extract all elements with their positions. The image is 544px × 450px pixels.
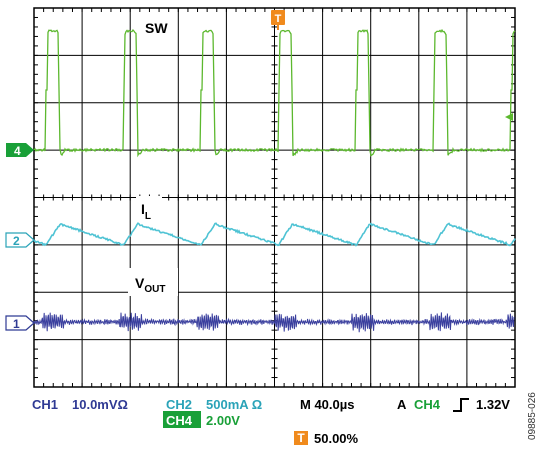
ch2-ground-marker[interactable]: 2 (5, 232, 35, 248)
timebase-readout: M 40.0µs (300, 397, 355, 412)
ch2-name: CH2 (166, 397, 193, 412)
ch4-name: CH4 (166, 413, 193, 428)
vout-label-bg (128, 268, 178, 296)
sw-trace-label: SW (145, 20, 168, 36)
ch4-ground-marker[interactable]: 4 (6, 143, 34, 158)
trigger-position-badge (294, 431, 308, 445)
trigger-position-badge-label: T (297, 431, 305, 445)
ch4-badge (163, 411, 201, 428)
il-trace-label: IL (141, 201, 151, 222)
ch2-scale: 500mA Ω (206, 397, 263, 412)
ch1-ground-marker[interactable]: 1 (5, 315, 35, 331)
ch1-name: CH1 (32, 397, 59, 412)
rising-edge-icon (453, 398, 469, 412)
sw-label-bg (140, 14, 172, 40)
trigger-position-marker[interactable]: T (271, 10, 285, 30)
trigger-level-arrow[interactable] (505, 113, 513, 121)
graticule-ticks (33, 7, 516, 388)
svg-text:1: 1 (13, 317, 20, 331)
trigger-mode: A (397, 397, 407, 412)
il-waveform (34, 222, 516, 247)
svg-text:T: T (275, 13, 282, 25)
svg-text:4: 4 (14, 144, 21, 158)
svg-text:2: 2 (13, 234, 20, 248)
figure-id: 09885-026 (527, 392, 538, 440)
trigger-source: CH4 (414, 397, 441, 412)
trigger-position: 50.00% (314, 431, 359, 446)
ch1-scale: 10.0mVΩ (72, 397, 128, 412)
waveform-traces (33, 28, 516, 333)
il-label-bg (136, 196, 162, 222)
vout-trace-label: VOUT (135, 275, 165, 295)
trigger-level: 1.32V (476, 397, 510, 412)
graticule-grid (33, 7, 516, 388)
ch4-scale: 2.00V (206, 413, 240, 428)
vout-waveform (33, 312, 515, 333)
sw-waveform (33, 28, 516, 158)
